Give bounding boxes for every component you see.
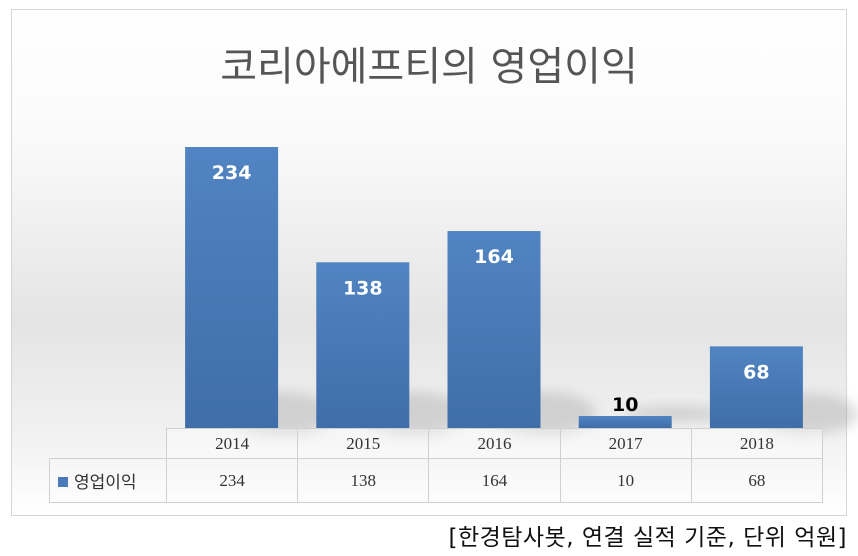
bar-2016 [447, 231, 541, 428]
data-label-2018: 68 [743, 361, 769, 383]
table-year-2018: 2018 [690, 428, 823, 459]
table-year-2017: 2017 [559, 428, 692, 459]
table-value-2017: 10 [559, 458, 692, 503]
data-label-2014: 234 [212, 162, 252, 184]
legend-label: 영업이익 [74, 473, 137, 493]
table-value-2014: 234 [165, 458, 299, 503]
data-table-value-row: 영업이익 234 138 164 10 68 [49, 458, 823, 503]
data-table: 2014 2015 2016 2017 2018 영업이익 234 138 164 10 68 [49, 428, 823, 503]
legend-entry: 영업이익 [49, 458, 167, 503]
table-value-2016: 164 [428, 458, 561, 503]
data-label-2015: 138 [343, 277, 383, 299]
bar-2014 [185, 147, 279, 428]
table-year-2016: 2016 [428, 428, 561, 459]
bar-2015 [316, 262, 410, 428]
table-value-2018: 68 [690, 458, 823, 503]
legend-key-swatch [58, 477, 68, 487]
table-value-2015: 138 [297, 458, 430, 503]
data-table-corner [49, 428, 167, 459]
data-label-2017: 10 [612, 394, 638, 416]
data-table-header-row: 2014 2015 2016 2017 2018 [49, 428, 823, 459]
source-note: [한경탐사봇, 연결 실적 기준, 단위 억원] [448, 525, 847, 551]
chart-title: 코리아에프티의 영업이익 [220, 44, 638, 90]
table-year-2015: 2015 [297, 428, 430, 459]
bar-2018 [709, 346, 803, 428]
table-year-2014: 2014 [165, 428, 299, 459]
bar-2017 [578, 415, 672, 428]
data-label-2016: 164 [474, 246, 514, 268]
